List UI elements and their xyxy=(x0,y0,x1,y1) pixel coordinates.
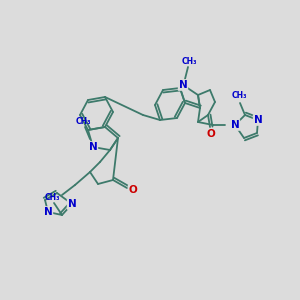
Text: N: N xyxy=(231,120,239,130)
Text: N: N xyxy=(68,199,76,209)
Text: N: N xyxy=(254,115,262,125)
Text: CH₃: CH₃ xyxy=(181,56,197,65)
Text: N: N xyxy=(44,207,52,217)
Text: O: O xyxy=(207,129,215,139)
Text: N: N xyxy=(88,142,98,152)
Text: CH₃: CH₃ xyxy=(75,116,91,125)
Text: CH₃: CH₃ xyxy=(231,92,247,100)
Text: O: O xyxy=(129,185,137,195)
Text: N: N xyxy=(178,80,188,90)
Text: CH₃: CH₃ xyxy=(44,193,60,202)
